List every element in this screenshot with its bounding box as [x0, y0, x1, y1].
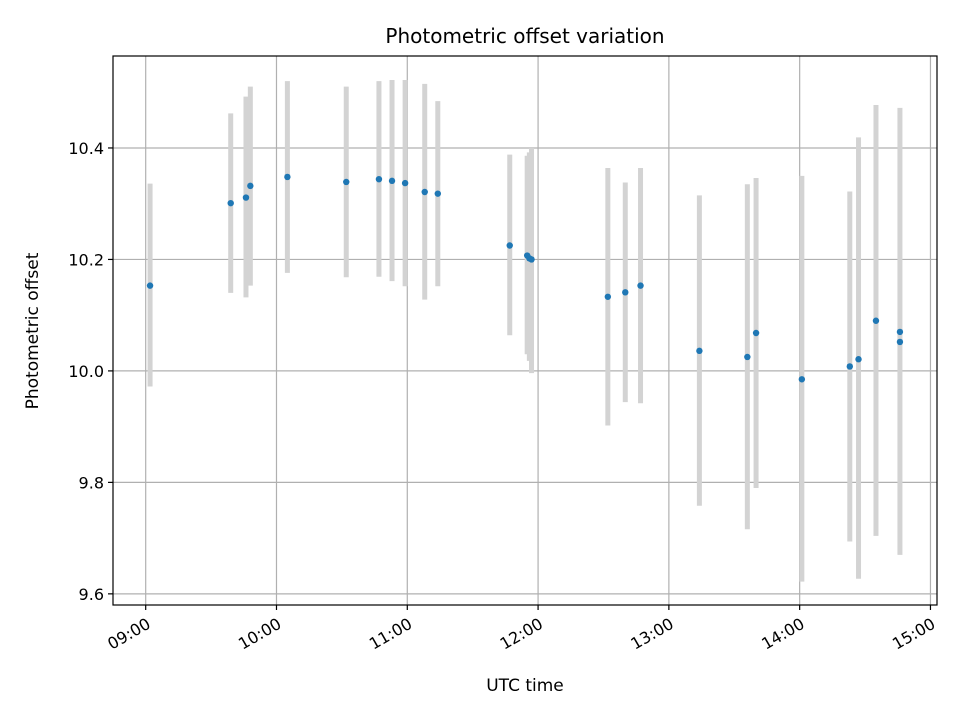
data-point	[375, 175, 383, 183]
data-point	[434, 190, 442, 197]
data-point	[896, 338, 904, 346]
data-point	[146, 282, 154, 289]
data-point	[622, 289, 629, 296]
data-point	[798, 376, 806, 383]
y-axis: 9.6 9.8 10.0 10.2 10.4	[68, 139, 113, 604]
y-tick-label: 9.8	[79, 473, 104, 492]
data-point	[696, 347, 703, 355]
data-point	[227, 199, 234, 207]
data-point	[604, 293, 612, 300]
data-point	[846, 363, 854, 370]
y-tick-label: 10.0	[68, 362, 104, 381]
data-point	[637, 282, 644, 289]
data-point	[506, 242, 513, 249]
data-points	[146, 173, 904, 383]
data-point	[421, 188, 428, 196]
y-tick-label: 10.2	[68, 250, 104, 269]
data-point	[343, 178, 350, 186]
data-point	[388, 177, 396, 185]
chart-title: Photometric offset variation	[385, 24, 664, 48]
data-point	[855, 356, 862, 363]
x-axis-label: UTC time	[486, 676, 564, 696]
data-point	[752, 329, 760, 337]
data-point	[242, 194, 250, 201]
data-point	[528, 256, 535, 263]
y-tick-label: 9.6	[79, 585, 104, 604]
data-point	[744, 353, 751, 361]
data-point	[284, 173, 291, 181]
y-tick-label: 10.4	[68, 139, 104, 158]
y-axis-label: Photometric offset	[23, 252, 43, 409]
data-point	[247, 182, 254, 190]
data-point	[896, 328, 904, 336]
data-point	[401, 179, 409, 187]
plot-frame	[112, 55, 938, 606]
data-point	[872, 317, 880, 324]
